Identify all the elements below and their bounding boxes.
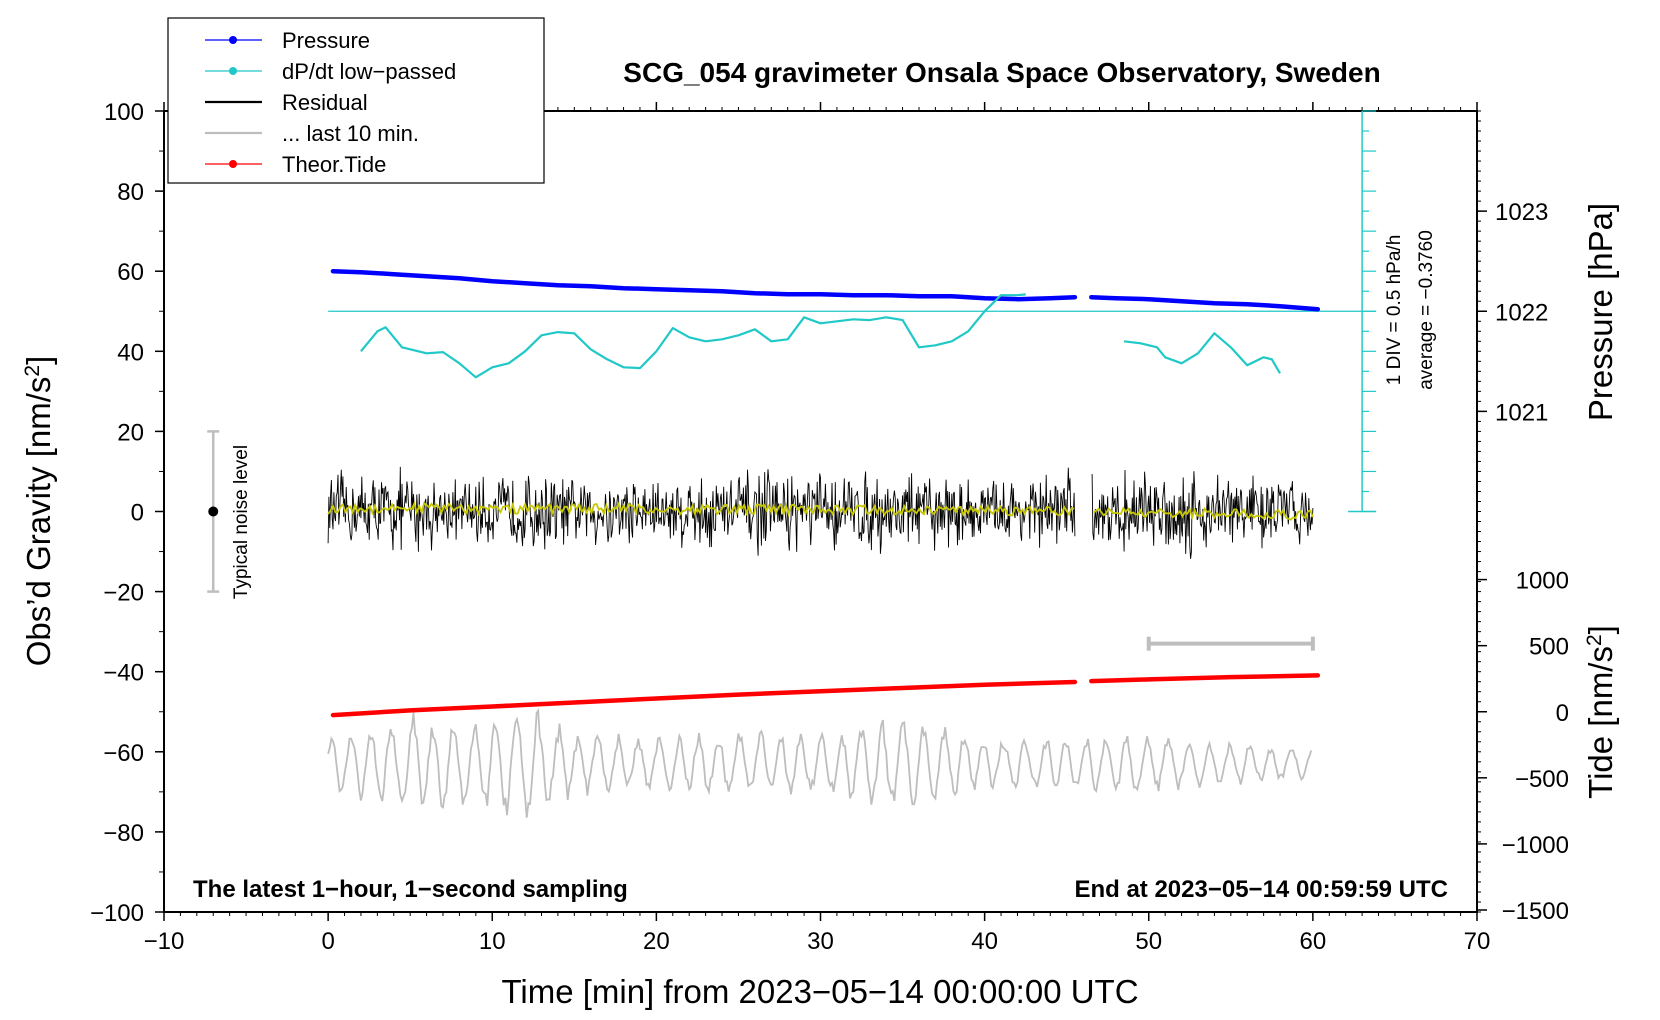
y-tick-label: −40 bbox=[103, 660, 144, 687]
x-tick-label: 40 bbox=[971, 928, 998, 955]
chart-title: SCG_054 gravimeter Onsala Space Observat… bbox=[623, 57, 1380, 88]
y-tick-label: 100 bbox=[104, 99, 144, 126]
pressure-tick-label: 1023 bbox=[1495, 199, 1548, 226]
legend-swatch-dot bbox=[229, 160, 237, 168]
pressure-axis-label: Pressure [hPa] bbox=[1582, 203, 1619, 421]
legend-entries: Pressure dP/dt low−passed Residual ... last… bbox=[205, 28, 456, 177]
x-tick-label: 10 bbox=[479, 928, 506, 955]
legend-label: Residual bbox=[282, 90, 368, 115]
y-tick-label: 40 bbox=[117, 339, 144, 366]
dpdt-line bbox=[360, 293, 1026, 379]
y-tick-label: 60 bbox=[117, 259, 144, 286]
y-tick-label: −20 bbox=[103, 580, 144, 607]
tide-tick-label: 500 bbox=[1529, 634, 1569, 661]
x-tick-label: 0 bbox=[321, 928, 334, 955]
x-tick-label: 50 bbox=[1135, 928, 1162, 955]
tide-tick-label: 1000 bbox=[1516, 568, 1569, 595]
pressure-tick-label: 1022 bbox=[1495, 299, 1548, 326]
div-label: 1 DIV = 0.5 hPa/h bbox=[1384, 235, 1405, 386]
last10-line bbox=[327, 707, 1313, 818]
y-tick-label: −80 bbox=[103, 820, 144, 847]
legend-label: Theor.Tide bbox=[282, 152, 386, 177]
y-tick-label: 80 bbox=[117, 179, 144, 206]
y-tick-label: 0 bbox=[131, 500, 144, 527]
y-axis-label-sup: 2 bbox=[21, 365, 44, 377]
noise-level-label: Typical noise level bbox=[231, 445, 252, 599]
residual-line bbox=[327, 466, 1076, 556]
tide-axis-label-main: Tide [nm/s bbox=[1582, 646, 1619, 799]
x-tick-label: 30 bbox=[807, 928, 834, 955]
residual-smooth-line bbox=[1093, 506, 1314, 521]
y-axis-label-end: ] bbox=[20, 356, 57, 365]
tide-tick-label: −1000 bbox=[1502, 832, 1569, 859]
pressure-line bbox=[330, 268, 1078, 302]
legend-swatch-dot bbox=[229, 67, 237, 75]
tide-tick-label: −500 bbox=[1515, 766, 1569, 793]
x-tick-label: 60 bbox=[1300, 928, 1327, 955]
legend-label: dP/dt low−passed bbox=[282, 59, 456, 84]
tick-labels: −10 0 10 20 30 40 50 60 70−100−80−60−40−20020406… bbox=[90, 99, 1569, 955]
y-axis-label: Obs’d Gravity [nm/s2] bbox=[20, 356, 57, 667]
legend-label: Pressure bbox=[282, 28, 370, 53]
residual-smooth-line bbox=[327, 501, 1075, 518]
x-axis-label: Time [min] from 2023−05−14 00:00:00 UTC bbox=[501, 973, 1138, 1010]
tide-tick-label: 0 bbox=[1556, 700, 1569, 727]
sampling-note: The latest 1−hour, 1−second sampling bbox=[193, 876, 628, 903]
legend-label: ... last 10 min. bbox=[282, 121, 419, 146]
data-series bbox=[207, 110, 1377, 818]
end-time-note: End at 2023−05−14 00:59:59 UTC bbox=[1074, 876, 1448, 903]
tide-line bbox=[330, 679, 1078, 718]
tide-axis-label: Tide [nm/s2] bbox=[1582, 625, 1619, 799]
pressure-tick-label: 1021 bbox=[1495, 399, 1548, 426]
legend-box bbox=[167, 17, 545, 184]
y-tick-label: −60 bbox=[103, 740, 144, 767]
x-tick-label: 20 bbox=[643, 928, 670, 955]
tide-tick-label: −1500 bbox=[1502, 898, 1569, 925]
x-tick-label: 70 bbox=[1464, 928, 1491, 955]
y-tick-label: −100 bbox=[90, 900, 144, 927]
axis-ticks bbox=[155, 102, 1487, 921]
tide-line bbox=[1089, 673, 1321, 684]
y-tick-label: 20 bbox=[117, 419, 144, 446]
dpdt-line bbox=[1123, 332, 1281, 374]
y-axis-label-main: Obs’d Gravity [nm/s bbox=[20, 377, 57, 667]
noise-bar-center bbox=[208, 506, 219, 517]
average-label: average = −0.3760 bbox=[1416, 230, 1437, 390]
x-tick-label: −10 bbox=[144, 928, 185, 955]
legend-swatch-dot bbox=[229, 36, 237, 44]
pressure-line bbox=[1089, 294, 1321, 312]
tide-axis-label-end: ] bbox=[1582, 625, 1619, 634]
legend: Pressure dP/dt low−passed Residual ... last… bbox=[167, 17, 545, 184]
tide-axis-label-sup: 2 bbox=[1583, 634, 1606, 646]
